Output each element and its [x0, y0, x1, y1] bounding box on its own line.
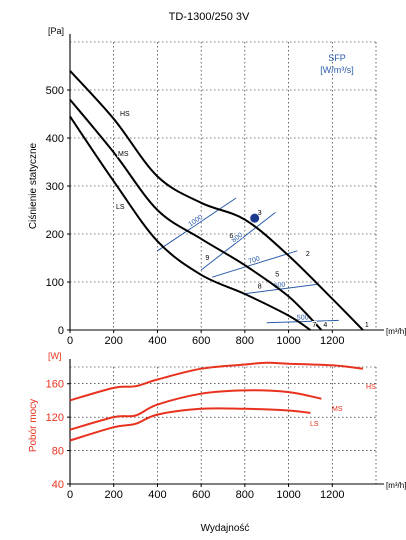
power-series-label: HS: [366, 384, 376, 391]
sfp-line-1000: [157, 197, 237, 252]
sfp-legend-label: SFP: [328, 53, 346, 63]
pressure-curve-hs: [69, 70, 364, 331]
power-plot: 0 200 400 600 800 1000 1200 40 80 120 160 [W] [m³/h]…: [28, 351, 406, 534]
y-tick-label: 160: [46, 379, 64, 391]
x-tick-label: 400: [148, 335, 166, 347]
point-label: 9: [205, 255, 209, 262]
x-tick-label: 1000: [276, 335, 300, 347]
y-axis-title: Ciśnienie statyczne: [28, 142, 39, 229]
y-tick-label: 80: [52, 446, 64, 458]
x-unit-label: [m³/h]: [386, 481, 406, 490]
pressure-curve-ms: [69, 98, 323, 331]
power-series-label: MS: [332, 406, 343, 413]
point-label: 7: [312, 322, 316, 329]
point-label: 8: [258, 284, 262, 291]
y-tick-label: 40: [52, 479, 64, 491]
sfp-line-label: 1000: [188, 214, 205, 229]
x-tick-label: 200: [105, 489, 123, 501]
pressure-curve-ls: [69, 115, 311, 331]
series-label: HS: [120, 111, 130, 118]
sfp-line-700: [211, 250, 298, 278]
series-label: MS: [118, 151, 129, 158]
y-tick-label: 120: [46, 412, 64, 424]
point-label: 1: [365, 322, 369, 329]
x-tick-label: 200: [105, 335, 123, 347]
sfp-line-800: [200, 212, 276, 271]
y-tick-label: 100: [46, 277, 64, 289]
x-tick-label: 600: [192, 335, 210, 347]
power-curve-hs: [69, 361, 364, 402]
x-tick-label: 1200: [320, 489, 344, 501]
x-tick-label: 0: [67, 335, 73, 347]
x-tick-label: 1000: [276, 489, 300, 501]
chart-title: TD-1300/250 3V: [169, 11, 250, 23]
point-label: 2: [306, 251, 310, 258]
y-tick-label: 200: [46, 229, 64, 241]
x-tick-label: 800: [236, 335, 254, 347]
pressure-plot: 0 200 400 600 800 1000 1200 0 100 200 300 400 500 [Pa…: [28, 26, 406, 347]
sfp-line-label: 700: [248, 255, 261, 265]
point-label: 6: [229, 233, 233, 240]
y-tick-label: 500: [46, 85, 64, 97]
x-tick-label: 1200: [320, 335, 344, 347]
power-curve-ms: [69, 389, 322, 431]
operating-point-marker: [250, 213, 260, 223]
point-label: 4: [323, 322, 327, 329]
y-tick-label: 400: [46, 133, 64, 145]
sfp-line-label: 500: [297, 314, 309, 321]
y-tick-label: 0: [58, 325, 64, 337]
y-axis-title: Pobór mocy: [28, 399, 39, 452]
y-unit-label: [W]: [48, 351, 62, 361]
sfp-line-500: [266, 319, 339, 324]
series-label: LS: [116, 204, 125, 211]
power-series-label: LS: [310, 421, 319, 428]
power-curve-ls: [69, 407, 311, 442]
x-axis-title: Wydajność: [201, 523, 250, 534]
sfp-line-label: 600: [273, 281, 286, 289]
x-tick-label: 600: [192, 489, 210, 501]
x-unit-label: [m³/h]: [386, 327, 406, 336]
point-label: 3: [258, 210, 262, 217]
x-tick-label: 800: [236, 489, 254, 501]
x-tick-label: 400: [148, 489, 166, 501]
y-unit-label: [Pa]: [48, 26, 64, 36]
y-tick-label: 300: [46, 181, 64, 193]
point-label: 5: [275, 272, 279, 279]
sfp-legend-unit: [W/m³/s]: [320, 65, 354, 75]
x-tick-label: 0: [67, 489, 73, 501]
